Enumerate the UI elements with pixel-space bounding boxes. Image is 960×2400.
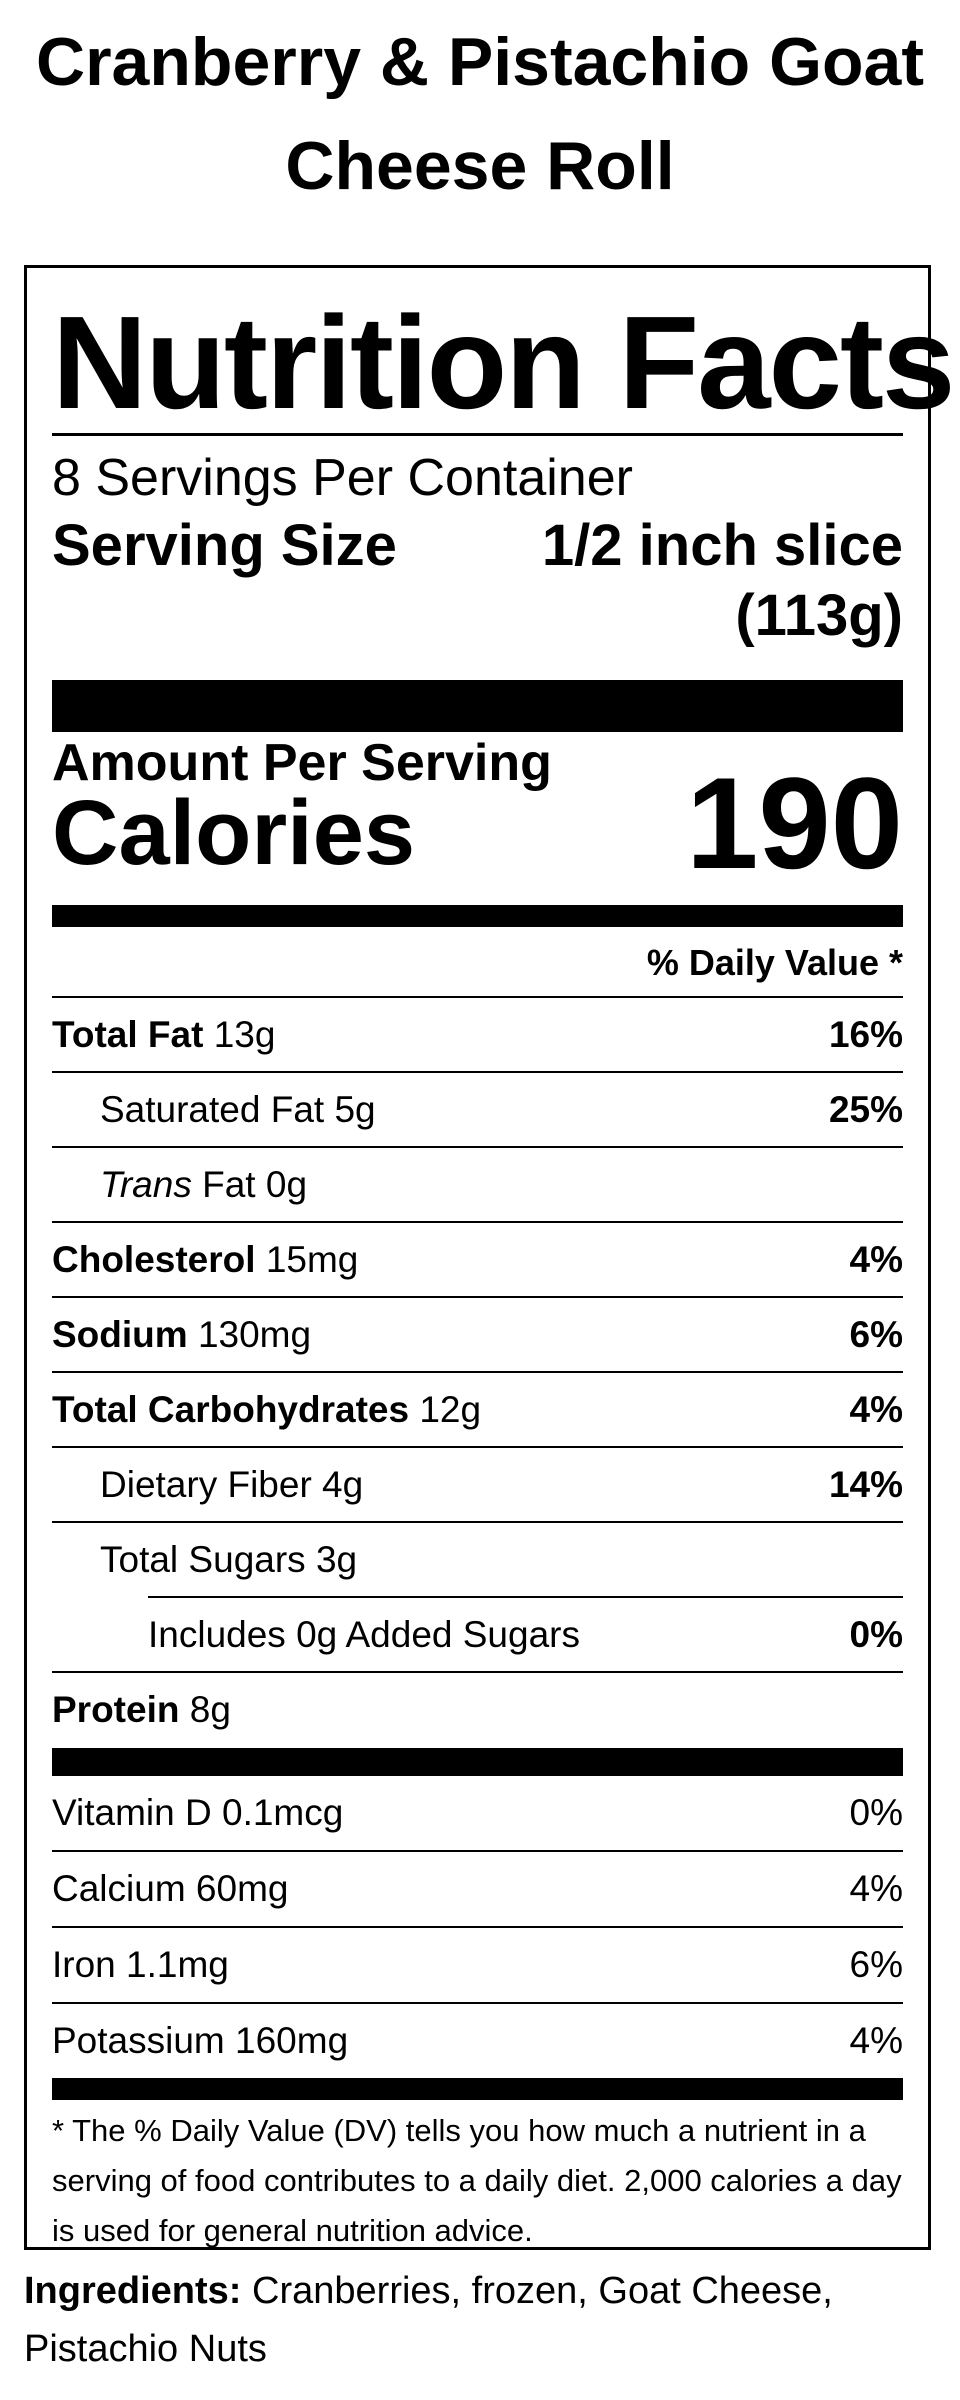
vitamin-dv: 4%: [849, 2020, 903, 2061]
amount-per-serving: Amount Per Serving: [52, 734, 552, 792]
nutrient-name: Dietary Fiber 4g: [100, 1464, 364, 1505]
nutrient-name: Total Fat 13g: [52, 1014, 276, 1055]
nutrient-row-total-fat: Total Fat 13g 16%: [52, 998, 903, 1072]
nutrient-dv: 0%: [849, 1614, 903, 1655]
row-divider: [52, 2002, 903, 2004]
heading-divider: [52, 433, 903, 436]
row-divider: [52, 1521, 903, 1523]
row-divider: [52, 1926, 903, 1928]
nutrition-label: Nutrition Facts 8 Servings Per Container…: [24, 265, 955, 2250]
nutrient-name: Protein 8g: [52, 1689, 231, 1730]
nutrient-row-added-sugars: Includes 0g Added Sugars 0%: [52, 1598, 903, 1672]
vitamin-row-iron: Iron 1.1mg 6%: [52, 1928, 903, 2002]
product-title-line1: Cranberry & Pistachio Goat: [35, 24, 925, 100]
calories-value: 190: [686, 750, 903, 896]
nutrient-row-total-carbohydrates: Total Carbohydrates 12g 4%: [52, 1373, 903, 1447]
nutrient-name: Includes 0g Added Sugars: [148, 1614, 580, 1655]
vitamin-row-potassium: Potassium 160mg 4%: [52, 2004, 903, 2078]
nutrient-name: Saturated Fat 5g: [100, 1089, 376, 1130]
daily-value-footnote: * The % Daily Value (DV) tells you how m…: [52, 2113, 902, 2248]
ingredients: Ingredients: Cranberries, frozen, Goat C…: [24, 2262, 924, 2378]
vitamin-name: Calcium 60mg: [52, 1868, 289, 1909]
nutrient-row-dietary-fiber: Dietary Fiber 4g 14%: [52, 1448, 903, 1522]
nutrient-dv: 25%: [828, 1089, 903, 1130]
ingredients-text: Cranberries, frozen, Goat Cheese, Pistac…: [24, 2270, 833, 2370]
nutrient-name: Total Carbohydrates 12g: [52, 1389, 482, 1430]
nutrient-name: Trans Fat 0g: [100, 1164, 308, 1205]
thick-divider-top: [52, 680, 903, 732]
nutrient-dv: 16%: [828, 1014, 903, 1055]
nutrient-row-saturated-fat: Saturated Fat 5g 25%: [52, 1073, 903, 1147]
nutrition-facts-heading: Nutrition Facts: [52, 289, 955, 436]
daily-value-header: % Daily Value *: [646, 942, 903, 983]
row-divider: [52, 1221, 903, 1223]
row-divider-indented: [148, 1596, 903, 1598]
nutrient-dv: 4%: [849, 1389, 903, 1430]
serving-size-value: 1/2 inch slice (113g): [541, 513, 903, 648]
row-divider: [52, 1671, 903, 1673]
protein-divider: [52, 1748, 903, 1776]
nutrient-name: Cholesterol 15mg: [52, 1239, 359, 1280]
row-divider: [52, 1296, 903, 1298]
nutrient-dv: 14%: [828, 1464, 903, 1505]
nutrient-row-protein: Protein 8g: [52, 1673, 903, 1747]
row-divider: [52, 996, 903, 998]
row-divider: [52, 1146, 903, 1148]
nutrient-row-trans-fat: Trans Fat 0g: [52, 1148, 903, 1222]
nutrient-row-cholesterol: Cholesterol 15mg 4%: [52, 1223, 903, 1297]
nutrient-name: Sodium 130mg: [52, 1314, 312, 1355]
vitamin-row-vitamin-d: Vitamin D 0.1mcg 0%: [52, 1776, 903, 1850]
row-divider: [52, 1446, 903, 1448]
serving-size-label: Serving Size: [52, 513, 397, 578]
vitamin-dv: 0%: [849, 1792, 903, 1833]
product-title: Cranberry & Pistachio Goat Cheese Roll: [0, 10, 960, 218]
footnote-divider: [52, 2078, 903, 2100]
row-divider: [52, 1850, 903, 1852]
product-title-line2: Cheese Roll: [285, 128, 675, 204]
vitamin-dv: 4%: [849, 1868, 903, 1909]
ingredients-label: Ingredients:: [24, 2270, 242, 2312]
vitamin-name: Iron 1.1mg: [52, 1944, 229, 1985]
vitamin-row-calcium: Calcium 60mg 4%: [52, 1852, 903, 1926]
vitamin-name: Potassium 160mg: [52, 2020, 349, 2061]
nutrient-dv: 6%: [849, 1314, 903, 1355]
calories-label: Calories: [52, 782, 416, 884]
nutrient-row-total-sugars: Total Sugars 3g: [52, 1523, 903, 1597]
row-divider: [52, 1071, 903, 1073]
nutrient-dv: 4%: [849, 1239, 903, 1280]
row-divider: [52, 1371, 903, 1373]
vitamin-name: Vitamin D 0.1mcg: [52, 1792, 344, 1833]
nutrient-row-sodium: Sodium 130mg 6%: [52, 1298, 903, 1372]
vitamin-dv: 6%: [849, 1944, 903, 1985]
calories-divider: [52, 905, 903, 927]
nutrient-name: Total Sugars 3g: [100, 1539, 358, 1580]
servings-per-container: 8 Servings Per Container: [52, 449, 633, 507]
